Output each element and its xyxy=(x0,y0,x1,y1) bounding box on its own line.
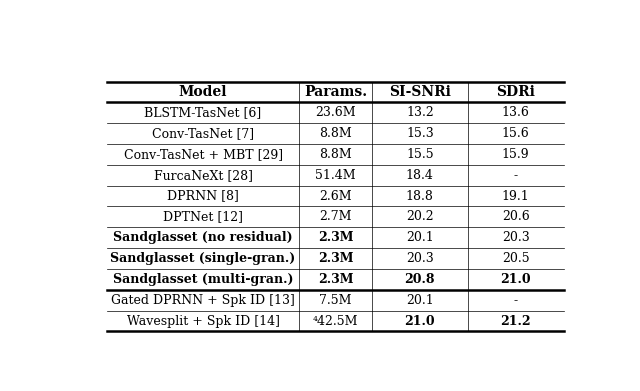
Text: 20.1: 20.1 xyxy=(406,294,434,307)
Text: 15.3: 15.3 xyxy=(406,127,434,140)
Text: SI-SNRi: SI-SNRi xyxy=(389,85,451,99)
Text: 20.2: 20.2 xyxy=(406,210,434,223)
Text: 13.6: 13.6 xyxy=(502,106,530,119)
Text: 51.4M: 51.4M xyxy=(315,169,356,182)
Text: Sandglasset (no residual): Sandglasset (no residual) xyxy=(113,231,293,244)
Text: 20.8: 20.8 xyxy=(404,273,435,286)
Text: 21.2: 21.2 xyxy=(500,314,531,328)
Text: 21.0: 21.0 xyxy=(500,273,531,286)
Text: FurcaNeXt [28]: FurcaNeXt [28] xyxy=(154,169,253,182)
Text: SDRi: SDRi xyxy=(496,85,535,99)
Text: -: - xyxy=(514,169,518,182)
Text: -: - xyxy=(514,294,518,307)
Text: ⁴42.5M: ⁴42.5M xyxy=(313,314,358,328)
Text: 7.5M: 7.5M xyxy=(319,294,352,307)
Text: 20.5: 20.5 xyxy=(502,252,529,265)
Text: DPTNet [12]: DPTNet [12] xyxy=(163,210,243,223)
Text: 8.8M: 8.8M xyxy=(319,127,352,140)
Text: 15.9: 15.9 xyxy=(502,148,529,161)
Text: BLSTM-TasNet [6]: BLSTM-TasNet [6] xyxy=(145,106,262,119)
Text: Sandglasset (single-gran.): Sandglasset (single-gran.) xyxy=(111,252,296,265)
Text: Model: Model xyxy=(179,85,227,99)
Text: Params.: Params. xyxy=(304,85,367,99)
Text: DPRNN [8]: DPRNN [8] xyxy=(167,190,239,203)
Text: 18.8: 18.8 xyxy=(406,190,434,203)
Text: 2.3M: 2.3M xyxy=(317,252,353,265)
Text: 19.1: 19.1 xyxy=(502,190,529,203)
Text: Wavesplit + Spk ID [14]: Wavesplit + Spk ID [14] xyxy=(127,314,280,328)
Text: 21.0: 21.0 xyxy=(404,314,435,328)
Text: 8.8M: 8.8M xyxy=(319,148,352,161)
Text: 20.6: 20.6 xyxy=(502,210,529,223)
Text: Gated DPRNN + Spk ID [13]: Gated DPRNN + Spk ID [13] xyxy=(111,294,295,307)
Text: 20.1: 20.1 xyxy=(406,231,434,244)
Text: 13.2: 13.2 xyxy=(406,106,434,119)
Text: 20.3: 20.3 xyxy=(502,231,529,244)
Text: 2.6M: 2.6M xyxy=(319,190,352,203)
Text: 2.3M: 2.3M xyxy=(317,273,353,286)
Text: Conv-TasNet + MBT [29]: Conv-TasNet + MBT [29] xyxy=(124,148,283,161)
Text: 15.6: 15.6 xyxy=(502,127,529,140)
Text: 15.5: 15.5 xyxy=(406,148,434,161)
Text: 20.3: 20.3 xyxy=(406,252,434,265)
Text: 18.4: 18.4 xyxy=(406,169,434,182)
Text: 2.7M: 2.7M xyxy=(319,210,352,223)
Text: Sandglasset (multi-gran.): Sandglasset (multi-gran.) xyxy=(113,273,293,286)
Text: Conv-TasNet [7]: Conv-TasNet [7] xyxy=(152,127,254,140)
Text: 2.3M: 2.3M xyxy=(317,231,353,244)
Text: 23.6M: 23.6M xyxy=(315,106,356,119)
